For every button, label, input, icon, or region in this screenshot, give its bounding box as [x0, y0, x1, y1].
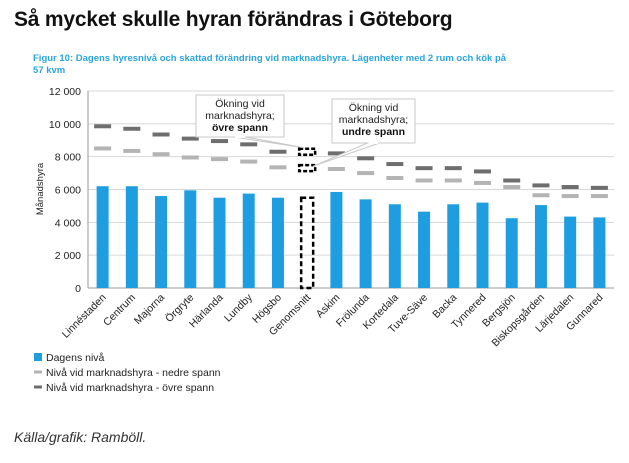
y-tick-label: 6 000 — [55, 185, 81, 197]
x-tick-label: Centrum — [101, 291, 138, 328]
bar — [271, 197, 284, 288]
marker-lower — [327, 166, 345, 171]
bar — [213, 197, 226, 288]
bar — [96, 186, 109, 288]
bar — [505, 218, 518, 288]
y-axis-label: Månadshyra — [35, 162, 46, 215]
marker-lower — [211, 157, 228, 162]
marker-lower — [386, 176, 404, 181]
marker-lower — [415, 178, 433, 183]
marker-lower — [561, 194, 579, 199]
callout-text: marknadshyra; — [205, 110, 274, 122]
gridlines — [87, 90, 614, 289]
chart-caption-line-1: Figur 10: Dagens hyresnivå och skattad f… — [33, 53, 507, 64]
callout-text: marknadshyra; — [339, 114, 408, 126]
bar — [184, 190, 197, 288]
y-tick-label: 8 000 — [55, 152, 81, 164]
y-tick-label: 2 000 — [55, 250, 81, 262]
callout-bold-text: undre spann — [342, 126, 405, 138]
bar — [155, 196, 168, 288]
marker-upper — [211, 139, 228, 144]
y-tick-label: 0 — [75, 283, 81, 295]
marker-upper — [503, 178, 521, 183]
bars — [96, 186, 606, 290]
chart-caption-line-2: 57 kvm — [33, 65, 65, 76]
marker-upper — [269, 149, 287, 154]
marker-upper — [94, 124, 112, 129]
x-axis-labels: LinnéstadenCentrumMajornaÖrgryteHärlanda… — [60, 291, 606, 349]
marker-lower — [94, 146, 112, 151]
legend-label: Nivå vid marknadshyra - nedre spann — [46, 367, 221, 379]
marker-upper — [357, 156, 375, 161]
bar-genomsnitt — [299, 196, 315, 290]
marker-lower — [181, 155, 199, 160]
bar — [534, 205, 547, 288]
x-tick-label: Linnéstaden — [60, 292, 109, 341]
markers — [94, 124, 608, 199]
marker-upper — [590, 185, 608, 190]
bar — [593, 217, 606, 288]
marker-lower — [503, 185, 521, 190]
marker-upper — [532, 183, 550, 188]
y-axis-ticks: 0 2 000 4 000 6 000 8 000 10 000 12 000 — [49, 86, 81, 295]
marker-lower-genomsnitt — [297, 163, 317, 173]
marker-lower — [444, 178, 462, 183]
marker-upper — [415, 166, 433, 171]
marker-lower — [240, 159, 258, 164]
bar — [242, 193, 255, 288]
marker-upper — [386, 162, 404, 167]
marker-lower — [269, 165, 287, 170]
marker-upper — [240, 142, 258, 147]
callout-pointer — [312, 142, 380, 167]
bar — [418, 211, 431, 288]
marker-lower — [532, 193, 550, 198]
legend-swatch — [34, 370, 42, 374]
marker-lower — [123, 148, 141, 153]
x-tick-label: Majorna — [132, 292, 167, 327]
marker-lower — [590, 194, 608, 199]
bar — [564, 216, 577, 288]
y-tick-label: 10 000 — [49, 119, 81, 131]
y-tick-label: 4 000 — [55, 217, 81, 229]
marker-upper — [152, 132, 170, 137]
marker-lower — [474, 180, 491, 185]
bar — [359, 199, 372, 288]
marker-upper — [444, 166, 462, 171]
marker-upper-genomsnitt — [297, 147, 317, 156]
callout-text: Ökning vid — [215, 98, 265, 110]
bar — [330, 191, 343, 288]
bar — [388, 204, 401, 288]
headline: Så mycket skulle hyran förändras i Göteb… — [14, 8, 453, 31]
bar-chart: Figur 10: Dagens hyresnivå och skattad f… — [33, 53, 614, 394]
legend-label: Dagens nivå — [46, 352, 105, 364]
bar — [447, 204, 460, 288]
legend: Dagens nivå Nivå vid marknadshyra - nedre… — [34, 352, 221, 394]
callout-box — [195, 94, 285, 138]
marker-upper — [181, 136, 199, 141]
y-tick-label: 12 000 — [49, 86, 81, 98]
x-tick-label: Lundby — [222, 291, 255, 324]
bar — [476, 202, 489, 288]
marker-upper — [561, 185, 579, 190]
callout-bold-text: övre spann — [212, 122, 268, 134]
marker-lower — [357, 171, 375, 176]
legend-swatch — [34, 353, 42, 361]
marker-upper — [474, 169, 491, 174]
source-credit: Källa/grafik: Ramböll. — [14, 429, 147, 445]
legend-swatch — [34, 385, 42, 389]
legend-label: Nivå vid marknadshyra - övre spann — [46, 382, 214, 394]
callout-text: Ökning vid — [349, 102, 399, 114]
marker-lower — [152, 152, 170, 157]
marker-upper — [123, 126, 141, 131]
marker-upper — [327, 151, 345, 156]
bar — [125, 186, 138, 288]
